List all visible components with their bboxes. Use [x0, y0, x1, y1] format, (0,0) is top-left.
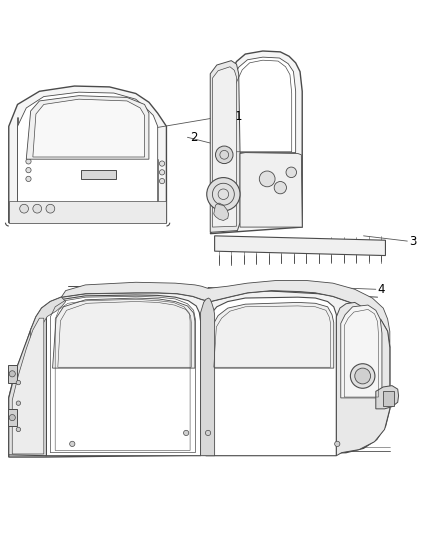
- Polygon shape: [61, 280, 390, 348]
- Circle shape: [33, 204, 42, 213]
- Polygon shape: [53, 298, 195, 368]
- Circle shape: [159, 169, 165, 175]
- Polygon shape: [215, 236, 385, 255]
- Polygon shape: [383, 391, 394, 406]
- Text: 2: 2: [191, 131, 198, 144]
- Polygon shape: [12, 318, 44, 454]
- Polygon shape: [8, 365, 17, 383]
- Circle shape: [20, 204, 28, 213]
- Polygon shape: [336, 302, 390, 456]
- Circle shape: [46, 204, 55, 213]
- Circle shape: [16, 401, 21, 405]
- Polygon shape: [9, 290, 390, 457]
- Polygon shape: [9, 86, 166, 223]
- Circle shape: [9, 415, 15, 421]
- Polygon shape: [9, 314, 46, 456]
- Circle shape: [215, 146, 233, 164]
- Polygon shape: [376, 386, 399, 409]
- Text: 5: 5: [266, 427, 274, 440]
- Polygon shape: [240, 152, 302, 227]
- Circle shape: [16, 381, 21, 385]
- Polygon shape: [9, 201, 166, 223]
- Polygon shape: [210, 51, 302, 233]
- Polygon shape: [26, 96, 149, 159]
- Circle shape: [26, 159, 31, 164]
- Circle shape: [205, 430, 211, 435]
- Polygon shape: [206, 297, 336, 456]
- Polygon shape: [8, 409, 17, 426]
- Circle shape: [207, 177, 240, 211]
- Text: 6: 6: [61, 343, 69, 356]
- Polygon shape: [214, 203, 229, 221]
- Circle shape: [286, 167, 297, 177]
- Polygon shape: [18, 92, 158, 219]
- Polygon shape: [209, 302, 334, 368]
- Polygon shape: [31, 297, 66, 352]
- Text: 3: 3: [410, 235, 417, 248]
- Polygon shape: [210, 61, 240, 232]
- Circle shape: [9, 371, 15, 377]
- Circle shape: [159, 179, 165, 184]
- Text: 4: 4: [378, 283, 385, 296]
- Polygon shape: [81, 170, 116, 179]
- Circle shape: [274, 182, 286, 194]
- Circle shape: [70, 441, 75, 447]
- Polygon shape: [223, 57, 296, 152]
- Text: 1: 1: [234, 110, 242, 123]
- Circle shape: [184, 430, 189, 435]
- Circle shape: [355, 368, 371, 384]
- Circle shape: [350, 364, 375, 388]
- Circle shape: [159, 161, 165, 166]
- Polygon shape: [201, 298, 215, 456]
- Polygon shape: [212, 67, 237, 227]
- Circle shape: [16, 427, 21, 432]
- Circle shape: [26, 176, 31, 182]
- Circle shape: [26, 167, 31, 173]
- Polygon shape: [46, 295, 201, 456]
- Circle shape: [259, 171, 275, 187]
- Polygon shape: [33, 99, 145, 157]
- Circle shape: [335, 441, 340, 447]
- Polygon shape: [341, 305, 382, 398]
